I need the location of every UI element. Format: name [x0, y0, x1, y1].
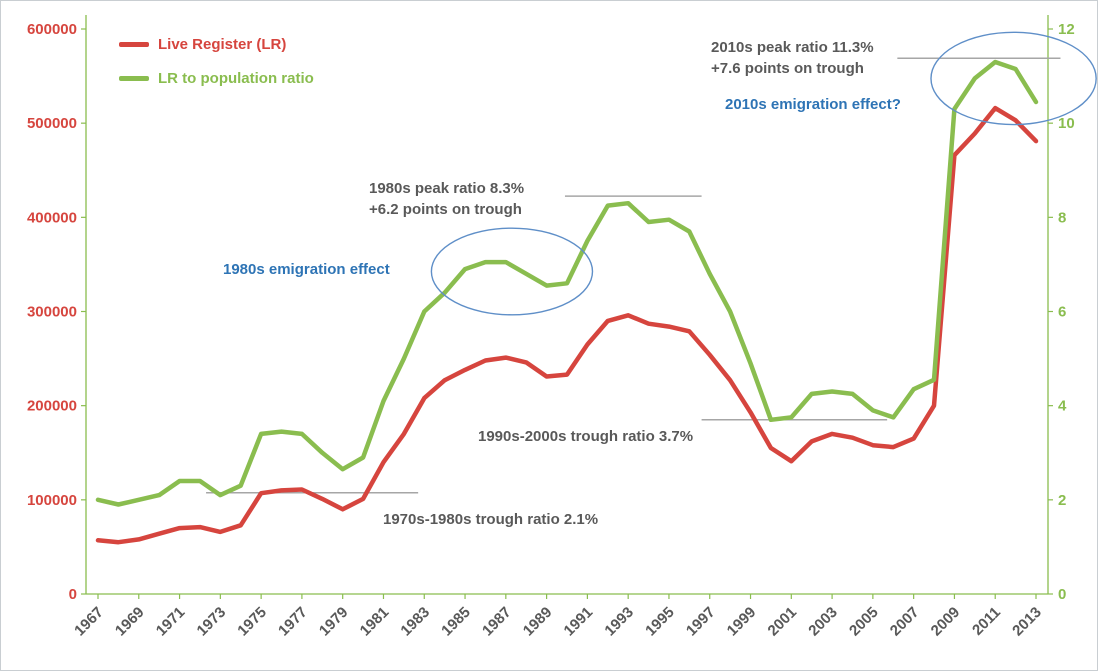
y-axis-left-tick-label: 600000	[27, 21, 77, 38]
x-axis-tick-label: 2011	[969, 604, 1004, 639]
x-axis-tick-label: 1991	[561, 604, 597, 640]
series-line-live_register	[95, 105, 1039, 545]
x-axis-tick-label: 1967	[71, 604, 107, 640]
y-axis-left-tick-label: 200000	[27, 398, 77, 415]
legend-swatch-live-register-line	[119, 42, 149, 47]
legend-label-live-register: Live Register (LR)	[158, 36, 287, 53]
y-axis-right-tick-label: 12	[1058, 21, 1075, 38]
y-axis-right-tick-label: 6	[1058, 304, 1066, 321]
annotation-2010s-emigration: 2010s emigration effect?	[725, 96, 901, 113]
annotation-1980s-peak-line2: +6.2 points on trough	[369, 201, 522, 218]
x-axis-tick-label: 1971	[153, 604, 189, 640]
x-axis-tick-label: 1997	[683, 604, 719, 640]
series-line-ratio	[95, 59, 1039, 507]
y-axis-right-tick-label: 4	[1058, 398, 1067, 415]
legend-item-ratio: LR to population ratio	[119, 70, 314, 87]
emigration-ellipse	[930, 31, 1097, 126]
x-axis-tick-label: 1969	[112, 604, 148, 640]
chart-legend: Live Register (LR) LR to population rati…	[119, 36, 314, 104]
x-axis-tick-label: 1981	[357, 604, 393, 640]
x-axis-tick-label: 1973	[194, 604, 230, 640]
emigration-ellipse	[430, 227, 594, 316]
x-axis-tick-label: 1977	[275, 604, 311, 640]
annotation-1980s-peak-line1: 1980s peak ratio 8.3%	[369, 180, 525, 197]
y-axis-right-tick-label: 10	[1058, 115, 1075, 132]
x-axis-tick-label: 1995	[642, 604, 678, 640]
legend-item-live-register: Live Register (LR)	[119, 36, 314, 53]
x-axis-tick-label: 1989	[520, 604, 556, 640]
y-axis-right-tick-label: 8	[1058, 209, 1066, 226]
annotation-2010s-peak-line1: 2010s peak ratio 11.3%	[711, 39, 874, 56]
x-axis-tick-label: 2005	[846, 604, 882, 640]
x-axis-tick-label: 1975	[234, 604, 270, 640]
x-axis-tick-label: 1983	[397, 604, 433, 640]
y-axis-left-tick-label: 100000	[27, 492, 77, 509]
legend-swatch-ratio-line	[119, 76, 149, 81]
y-axis-left-tick-label: 0	[69, 586, 77, 603]
x-axis-tick-label: 1979	[316, 604, 352, 640]
x-axis-tick-label: 2007	[887, 604, 923, 640]
y-axis-left-tick-label: 400000	[27, 209, 77, 226]
annotation-1990s-trough: 1990s-2000s trough ratio 3.7%	[478, 428, 694, 445]
x-axis-tick-label: 2013	[1009, 604, 1045, 640]
x-axis-tick-label: 2001	[765, 604, 801, 640]
y-axis-right-tick-label: 0	[1058, 586, 1066, 603]
annotation-1980s-emigration: 1980s emigration effect	[223, 261, 390, 278]
annotation-1980s-peak: 1980s peak ratio 8.3% +6.2 points on tro…	[369, 178, 524, 220]
y-axis-left-tick-label: 500000	[27, 115, 77, 132]
x-axis-tick-label: 2009	[928, 604, 964, 640]
x-axis-tick-label: 1987	[479, 604, 515, 640]
x-axis-tick-label: 1999	[724, 604, 760, 640]
annotation-2010s-peak: 2010s peak ratio 11.3% +7.6 points on tr…	[711, 37, 874, 79]
x-axis-tick-label: 1985	[438, 604, 474, 640]
y-axis-left-tick-label: 300000	[27, 304, 77, 321]
x-axis-tick-label: 2003	[805, 604, 841, 640]
x-axis-tick-label: 1993	[601, 604, 637, 640]
legend-label-ratio: LR to population ratio	[158, 70, 314, 87]
annotation-2010s-peak-line2: +7.6 points on trough	[711, 60, 864, 77]
annotation-1970s-trough: 1970s-1980s trough ratio 2.1%	[383, 511, 599, 528]
y-axis-right-tick-label: 2	[1058, 492, 1066, 509]
